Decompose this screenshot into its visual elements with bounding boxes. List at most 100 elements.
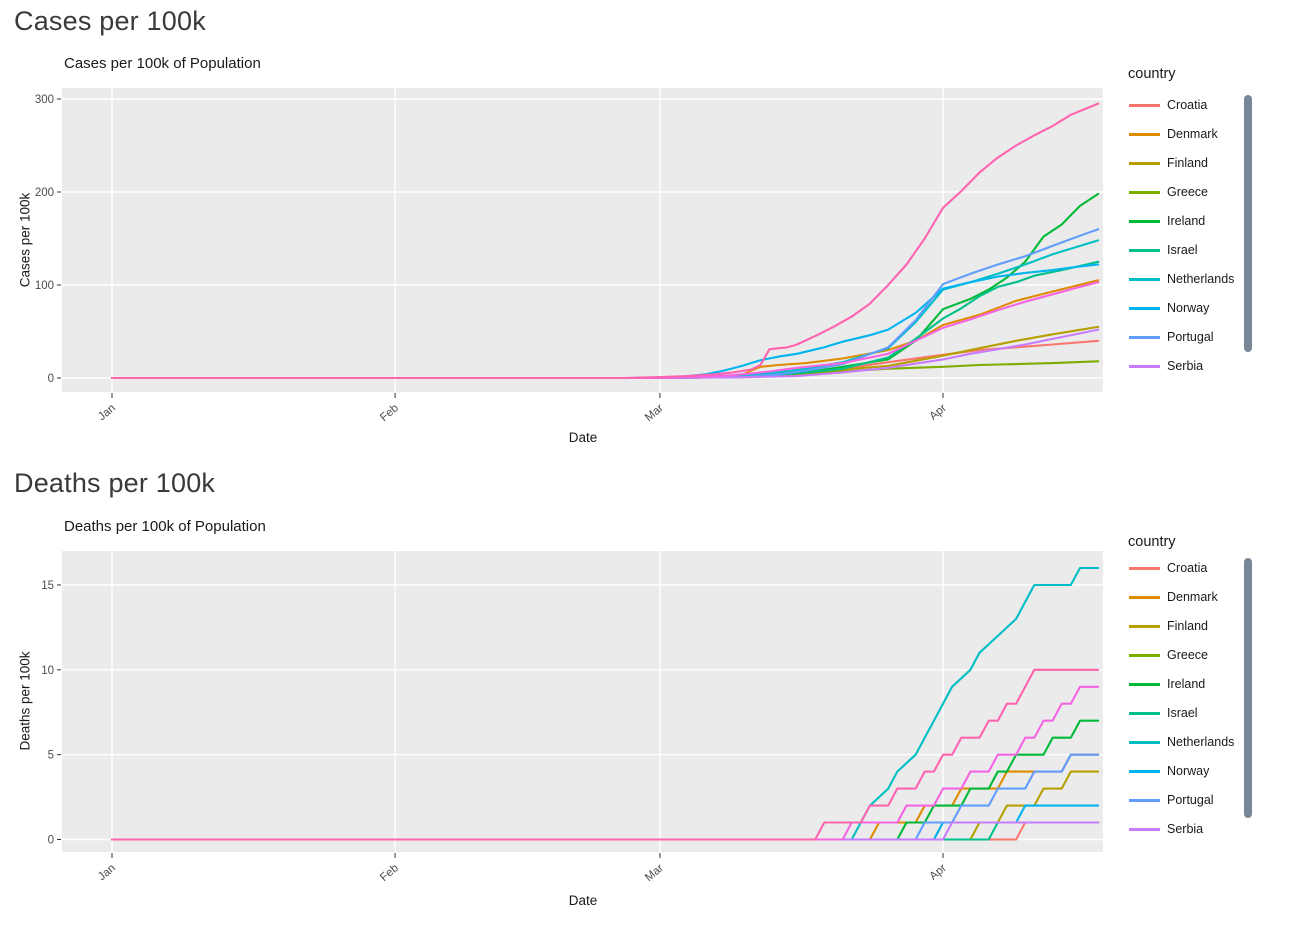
legend-swatch-israel [1129,248,1160,252]
y-tick-label: 10 [41,665,54,677]
legend-label: Netherlands [1167,735,1235,749]
deaths-legend-scrollbar[interactable] [1244,558,1252,818]
y-tick-label: 15 [41,580,54,592]
legend-item-serbia[interactable]: Serbia [1128,359,1203,373]
series-line-ireland[interactable] [110,719,1100,841]
legend-item-ireland[interactable]: Ireland [1128,214,1205,228]
y-tick-label: 100 [35,280,54,292]
legend-label: Croatia [1167,561,1208,575]
legend-label: Finland [1167,156,1208,170]
legend-label: Denmark [1167,590,1218,604]
legend-item-finland[interactable]: Finland [1128,156,1208,170]
deaths-chart: 0 5 10 15 Jan Feb Mar Apr [41,551,1103,884]
cases-x-axis-title: Date [568,430,598,445]
series-line-unlabeled-legend-scrolled-out-of-view-magenta[interactable] [110,281,1100,380]
series-line-finland[interactable] [110,770,1100,841]
legend-item-denmark[interactable]: Denmark [1128,127,1218,141]
section-heading-cases: Cases per 100k [14,6,206,36]
legend-label: Ireland [1167,677,1206,691]
series-line-serbia[interactable] [110,328,1100,380]
legend-swatch-netherlands [1129,740,1160,744]
x-tick-label: Feb [378,402,401,424]
section-heading-deaths: Deaths per 100k [14,468,216,498]
legend-item-netherlands[interactable]: Netherlands [1128,735,1234,749]
legend-swatch-finland [1129,624,1160,628]
legend-swatch-serbia [1129,364,1160,368]
y-tick-label: 5 [48,750,54,762]
cases-y-axis-title: Cases per 100k [17,192,33,288]
legend-swatch-greece [1129,190,1160,194]
legend-label: Croatia [1167,98,1208,112]
legend-label: Netherlands [1167,272,1235,286]
legend-item-greece[interactable]: Greece [1128,185,1208,199]
legend-item-israel[interactable]: Israel [1128,243,1198,257]
legend-swatch-croatia [1129,566,1160,570]
series-line-norway[interactable] [110,263,1100,380]
legend-item-croatia[interactable]: Croatia [1128,561,1207,575]
series-line-netherlands[interactable] [110,566,1100,841]
series-line-unlabeled-legend-scrolled-out-of-view-pink[interactable] [110,668,1100,841]
legend-label: Serbia [1167,822,1204,836]
legend-item-croatia[interactable]: Croatia [1128,98,1207,112]
legend-swatch-norway [1129,769,1160,773]
legend-label: Portugal [1167,330,1214,344]
legend-item-ireland[interactable]: Ireland [1128,677,1205,691]
legend-swatch-portugal [1129,335,1160,339]
legend-item-finland[interactable]: Finland [1128,619,1208,633]
legend-label: Finland [1167,619,1208,633]
legend-swatch-denmark [1129,132,1160,136]
legend-item-norway[interactable]: Norway [1128,764,1209,778]
y-tick-label: 200 [35,187,54,199]
legend-item-netherlands[interactable]: Netherlands [1128,272,1234,286]
legend-label: Portugal [1167,793,1214,807]
legend-swatch-greece [1129,653,1160,657]
legend-label: Israel [1167,243,1198,257]
deaths-y-axis-title: Deaths per 100k [17,651,33,751]
legend-swatch-netherlands [1129,277,1160,281]
cases-chart: 0 100 200 300 Jan Feb Mar Apr [35,88,1103,424]
legend-item-denmark[interactable]: Denmark [1128,590,1218,604]
legend-label: Israel [1167,706,1198,720]
legend-swatch-israel [1129,711,1160,715]
x-tick-label: Mar [643,862,666,884]
legend-swatch-portugal [1129,798,1160,802]
cases-legend-scrollbar[interactable] [1244,95,1252,352]
legend-item-israel[interactable]: Israel [1128,706,1198,720]
legend-swatch-serbia [1129,827,1160,831]
plot-panel[interactable] [62,88,1103,392]
x-tick-label: Apr [928,402,950,423]
deaths-x-axis-title: Date [568,893,598,908]
series-line-unlabeled-legend-scrolled-out-of-view-pink[interactable] [110,102,1100,380]
x-tick-label: Apr [928,862,950,883]
y-tick-label: 0 [48,373,54,385]
y-tick-label: 300 [35,94,54,106]
legend-label: Norway [1167,764,1210,778]
plot-panel[interactable] [62,551,1103,852]
legend-item-greece[interactable]: Greece [1128,648,1208,662]
legend-swatch-ireland [1129,219,1160,223]
legend-label: Denmark [1167,127,1218,141]
y-tick-label: 0 [48,835,54,847]
cases-chart-title: Cases per 100k of Population [64,55,261,72]
x-tick-label: Jan [96,862,118,883]
legend-item-serbia[interactable]: Serbia [1128,822,1203,836]
legend-item-portugal[interactable]: Portugal [1128,330,1214,344]
x-tick-label: Jan [96,402,118,423]
legend-swatch-ireland [1129,682,1160,686]
legend-swatch-croatia [1129,103,1160,107]
legend-label: Serbia [1167,359,1204,373]
x-tick-label: Mar [643,402,666,424]
deaths-chart-title: Deaths per 100k of Population [64,518,266,535]
legend-label: Greece [1167,185,1208,199]
legend-label: Ireland [1167,214,1206,228]
x-tick-label: Feb [378,862,401,884]
legend-swatch-finland [1129,161,1160,165]
legend-label: Greece [1167,648,1208,662]
series-line-portugal[interactable] [110,753,1100,841]
legend-item-norway[interactable]: Norway [1128,301,1209,315]
series-line-unlabeled-legend-scrolled-out-of-view-magenta[interactable] [110,685,1100,841]
legend-item-portugal[interactable]: Portugal [1128,793,1214,807]
legend-label: Norway [1167,301,1210,315]
legend-swatch-denmark [1129,595,1160,599]
